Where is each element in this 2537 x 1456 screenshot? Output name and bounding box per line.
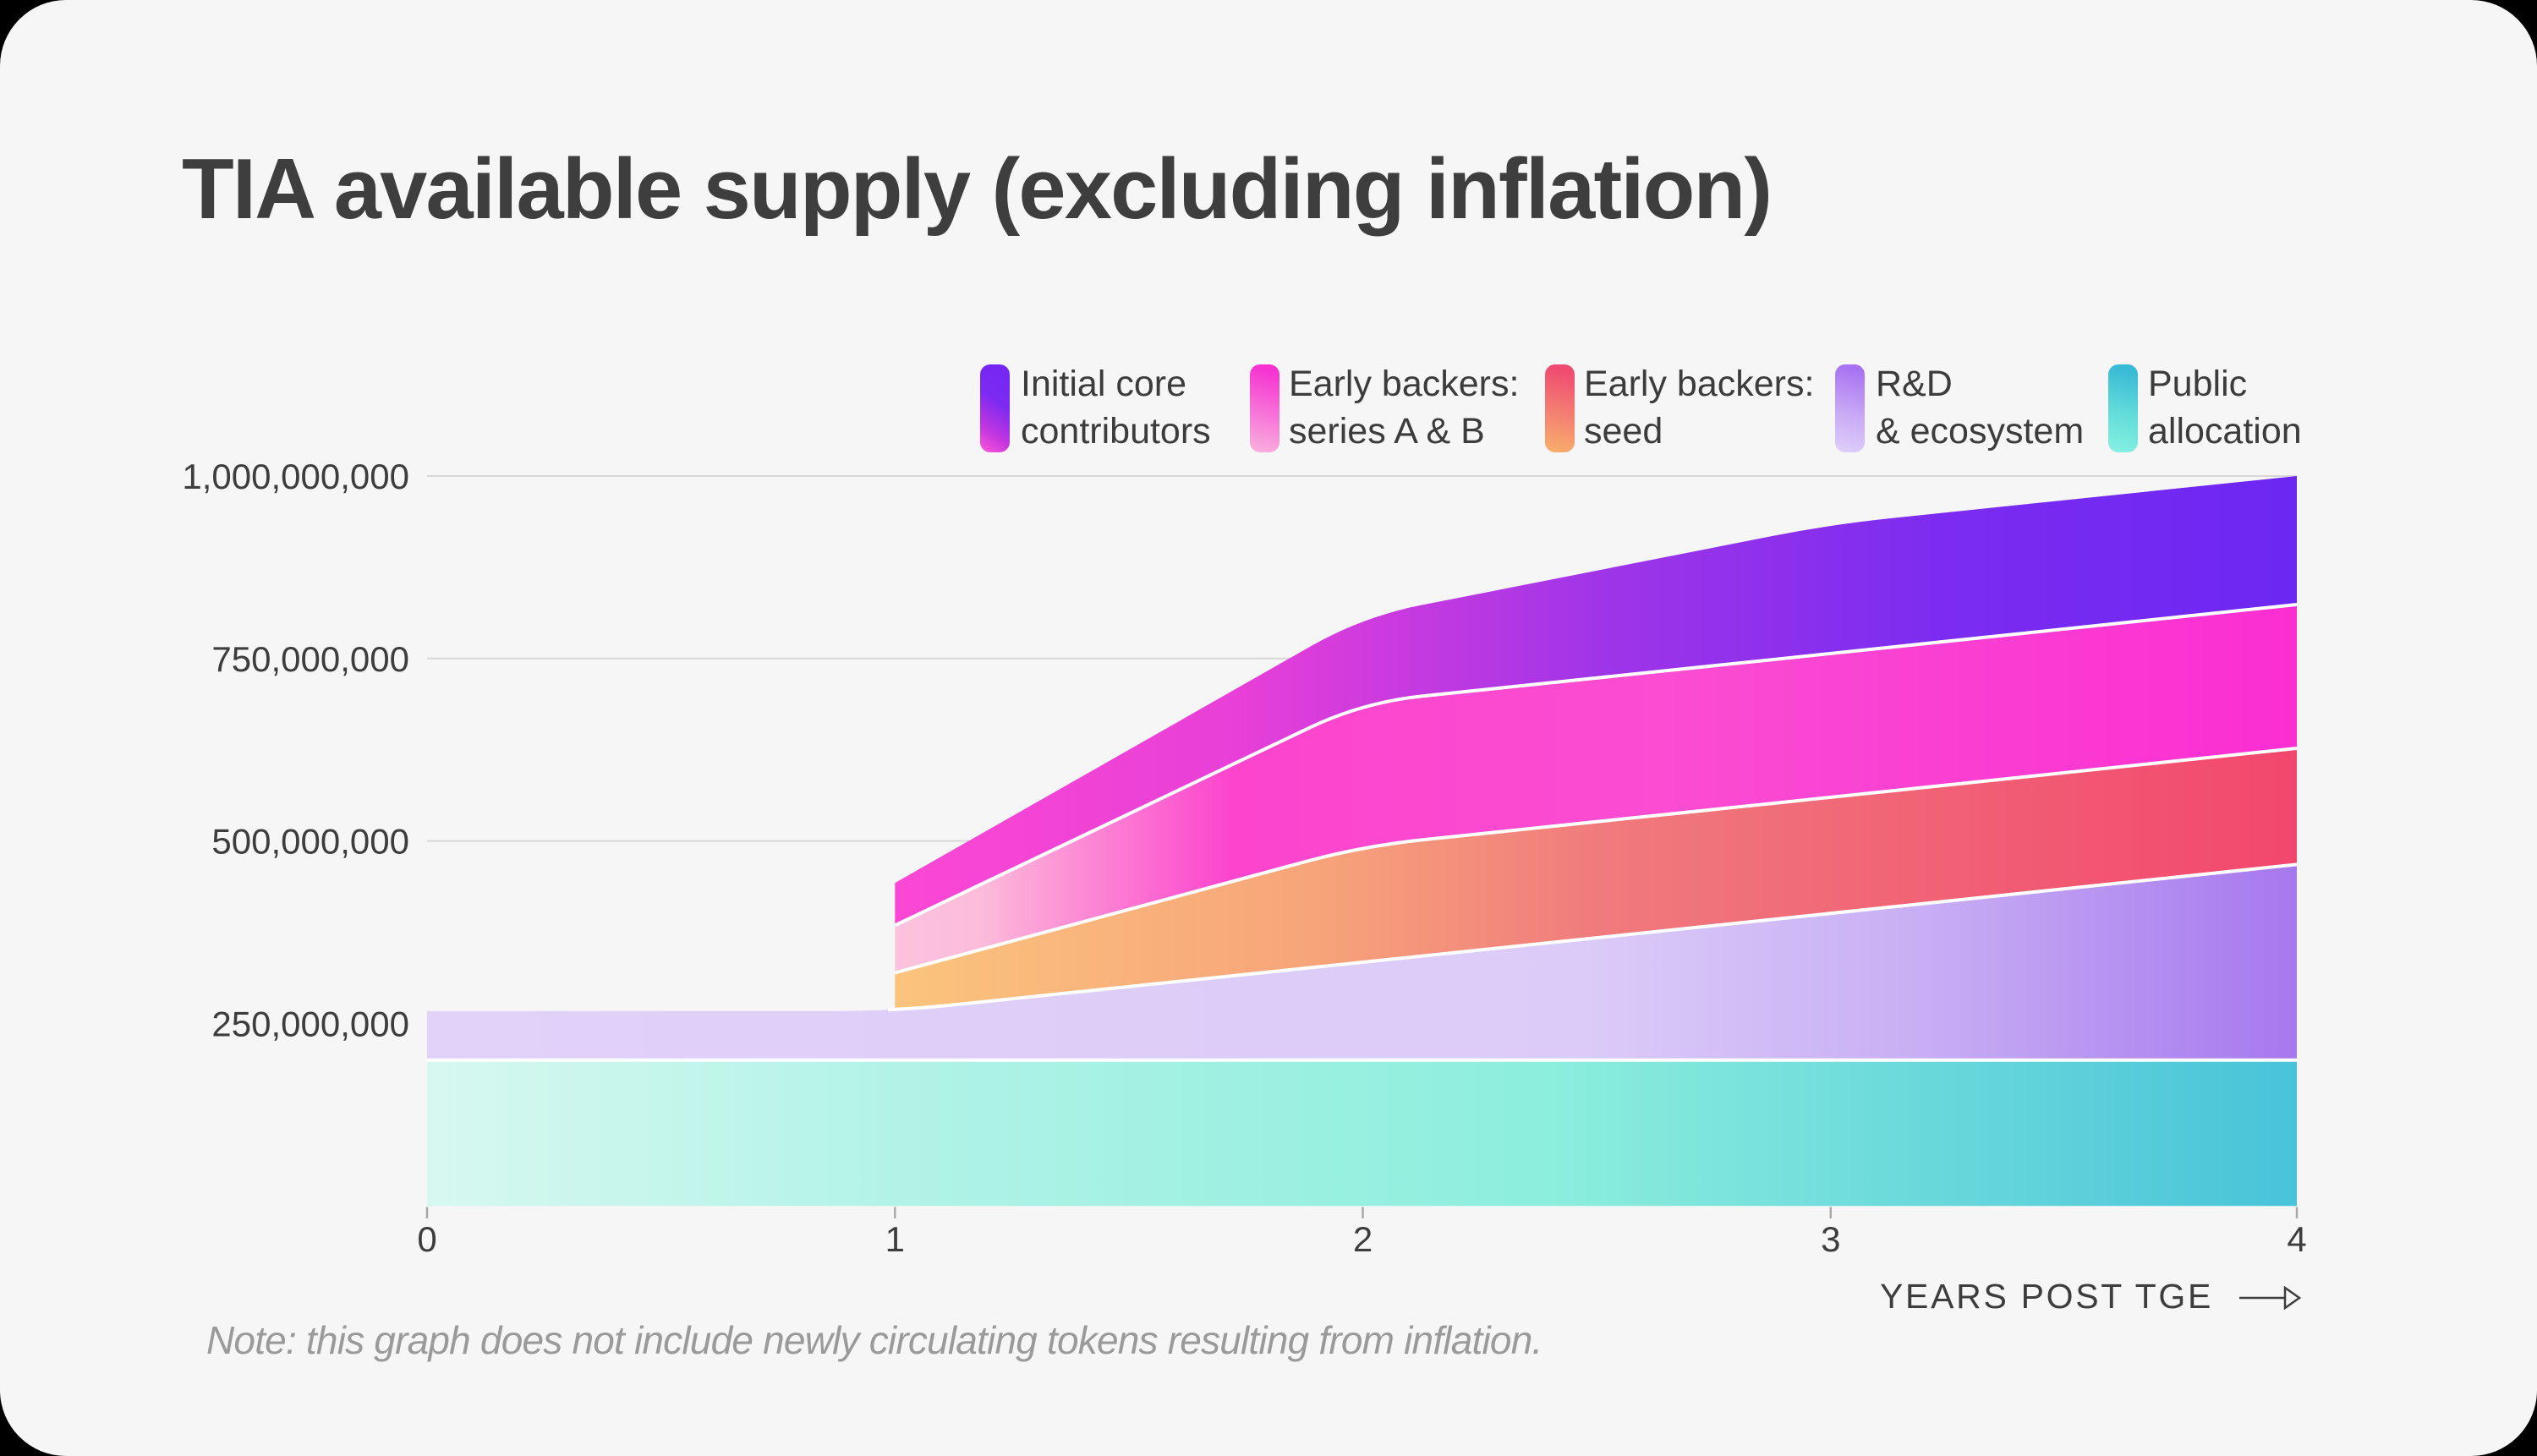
svg-text:750,000,000: 750,000,000 bbox=[211, 639, 409, 679]
svg-text:3: 3 bbox=[1821, 1219, 1840, 1259]
svg-text:250,000,000: 250,000,000 bbox=[211, 1004, 409, 1043]
svg-text:4: 4 bbox=[2287, 1219, 2306, 1259]
svg-text:2: 2 bbox=[1353, 1219, 1373, 1259]
svg-text:1,000,000,000: 1,000,000,000 bbox=[182, 457, 409, 496]
svg-text:0: 0 bbox=[417, 1219, 436, 1259]
svg-text:500,000,000: 500,000,000 bbox=[211, 822, 409, 862]
svg-text:1: 1 bbox=[885, 1219, 905, 1259]
